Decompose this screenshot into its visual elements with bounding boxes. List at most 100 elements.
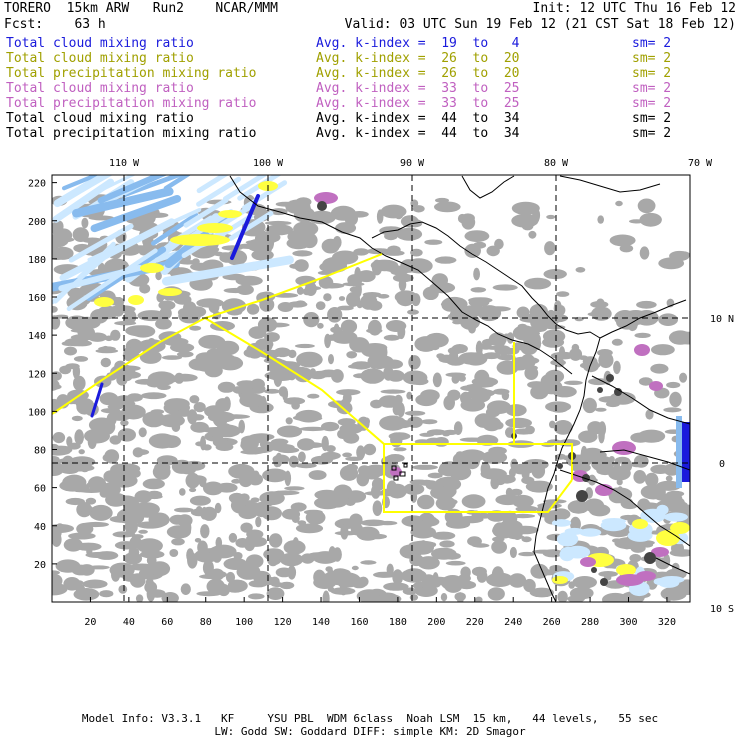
cloud-cell-gray (443, 552, 461, 560)
cuba-outline (559, 175, 661, 193)
cloud-cell-gray (645, 472, 659, 488)
cloud-cell-gray (177, 351, 194, 358)
cloud-cell-gray (194, 538, 202, 543)
cloud-cell-gray (510, 488, 523, 496)
cloud-cell-gray (308, 470, 327, 480)
cloud-cell-gray (571, 462, 591, 473)
cloud-cell-purple (636, 571, 656, 581)
cloud-cell-purple (649, 381, 663, 391)
cloud-cell-gray (543, 269, 567, 280)
cloud-cell-gray (470, 287, 487, 293)
cloud-cell-gray (70, 483, 90, 493)
cloud-cell-gray (379, 415, 407, 431)
cloud-cell-blue (600, 519, 627, 532)
cloud-cell-gray (284, 470, 292, 486)
legend-index: Avg. k-index = 26 to 20 (316, 51, 520, 66)
cloud-cell-gray (337, 418, 356, 426)
y-tick-label: 140 (28, 331, 46, 342)
legend-index: Avg. k-index = 33 to 25 (316, 96, 520, 111)
cloud-cell-gray (52, 570, 60, 575)
cloud-cell-gray (434, 201, 461, 213)
legend-row: Total cloud mixing ratio Avg. k-index = 2… (6, 51, 736, 66)
cloud-cell-purple (580, 557, 596, 567)
cloud-cell-gray (331, 250, 359, 265)
cloud-cell-gray (602, 592, 629, 602)
y-tick-label: 40 (34, 522, 46, 533)
cloud-cell-gray (138, 427, 147, 438)
cloud-cell-gray (182, 460, 206, 471)
cloud-cell-gray (130, 325, 156, 338)
cloud-cell-gray (326, 494, 348, 508)
cloud-cell-blue (640, 508, 666, 523)
legend-row: Total cloud mixing ratio Avg. k-index = 1… (6, 36, 736, 51)
cloud-cell-dark (317, 201, 327, 211)
x-tick-label: 180 (389, 617, 407, 628)
cloud-cell-purple (612, 441, 636, 455)
cloud-core-blue (682, 422, 690, 482)
legend-sm: sm= 2 (632, 81, 672, 96)
cloud-cell-gray (299, 426, 327, 432)
cloud-cell-gray (247, 473, 263, 486)
cloud-cell-gray (639, 246, 650, 260)
cloud-cell-gray (336, 389, 361, 396)
cloud-cell-gray (188, 358, 212, 371)
cloud-cell-gray (52, 461, 65, 476)
cloud-cell-gray (183, 301, 197, 315)
cloud-cell-gray (243, 348, 259, 358)
cloud-cell-gray (470, 303, 484, 315)
cloud-cell-yellow (140, 263, 164, 273)
cloud-cell-gray (136, 538, 163, 554)
cloud-cell-gray (75, 398, 94, 410)
cloud-cell-gray (440, 593, 448, 602)
cloud-streak-blue (242, 180, 288, 211)
cloud-cell-gray (215, 537, 223, 549)
cloud-cell-gray (246, 536, 267, 547)
cloud-cell-gray (383, 366, 394, 381)
cloud-cell-gray (598, 352, 614, 369)
cloud-cell-gray (302, 287, 313, 296)
cloud-cell-gray (339, 583, 348, 596)
cloud-cell-yellow (158, 288, 182, 296)
cloud-cell-gray (403, 483, 425, 495)
cloud-cell-gray (190, 262, 212, 271)
cloud-cell-gray (268, 359, 291, 375)
legend-row: Total precipitation mixing ratio Avg. k-i… (6, 96, 736, 111)
cloud-field-yellow (94, 181, 690, 584)
cloud-cell-gray (461, 494, 486, 509)
y-tick-label: 220 (28, 179, 46, 190)
cloud-streak-blue (196, 176, 242, 207)
y-tick-label: 200 (28, 217, 46, 228)
x-tick-label: 120 (274, 617, 292, 628)
cloud-cell-gray (340, 319, 358, 334)
cloud-cell-gray (464, 230, 490, 243)
cloud-cell-gray (317, 322, 324, 329)
cloud-cell-gray (209, 246, 220, 253)
cloud-cell-gray (52, 222, 59, 235)
x-tick-label: 60 (161, 617, 173, 628)
cloud-cell-gray (73, 375, 86, 391)
map-frame (51, 174, 691, 603)
cloud-cell-gray (447, 389, 461, 401)
cloud-cell-gray (117, 428, 136, 442)
cloud-cell-gray (127, 245, 154, 252)
cloud-cell-gray (140, 392, 167, 400)
legend-field: Total precipitation mixing ratio (6, 96, 257, 111)
cloud-cell-gray (497, 474, 516, 484)
cloud-cell-gray (475, 596, 483, 602)
cloud-cell-gray (385, 320, 407, 332)
cloud-cell-gray (650, 363, 669, 374)
cloud-cell-blue (556, 531, 579, 547)
cloud-cell-gray (202, 559, 214, 576)
latitude-label: 0 (719, 459, 725, 470)
cloud-cell-gray (452, 320, 463, 325)
latitude-label: 10 N (710, 314, 734, 325)
cloud-cell-gray (633, 470, 647, 484)
cloud-cell-gray (156, 455, 178, 466)
cloud-cell-gray (510, 513, 536, 519)
cloud-cell-gray (597, 349, 613, 357)
cloud-cell-gray (531, 463, 546, 479)
cloud-cell-gray (444, 580, 463, 593)
cloud-cell-gray (129, 573, 146, 588)
cloud-cell-gray (477, 350, 484, 365)
cloud-cell-gray (356, 445, 366, 460)
